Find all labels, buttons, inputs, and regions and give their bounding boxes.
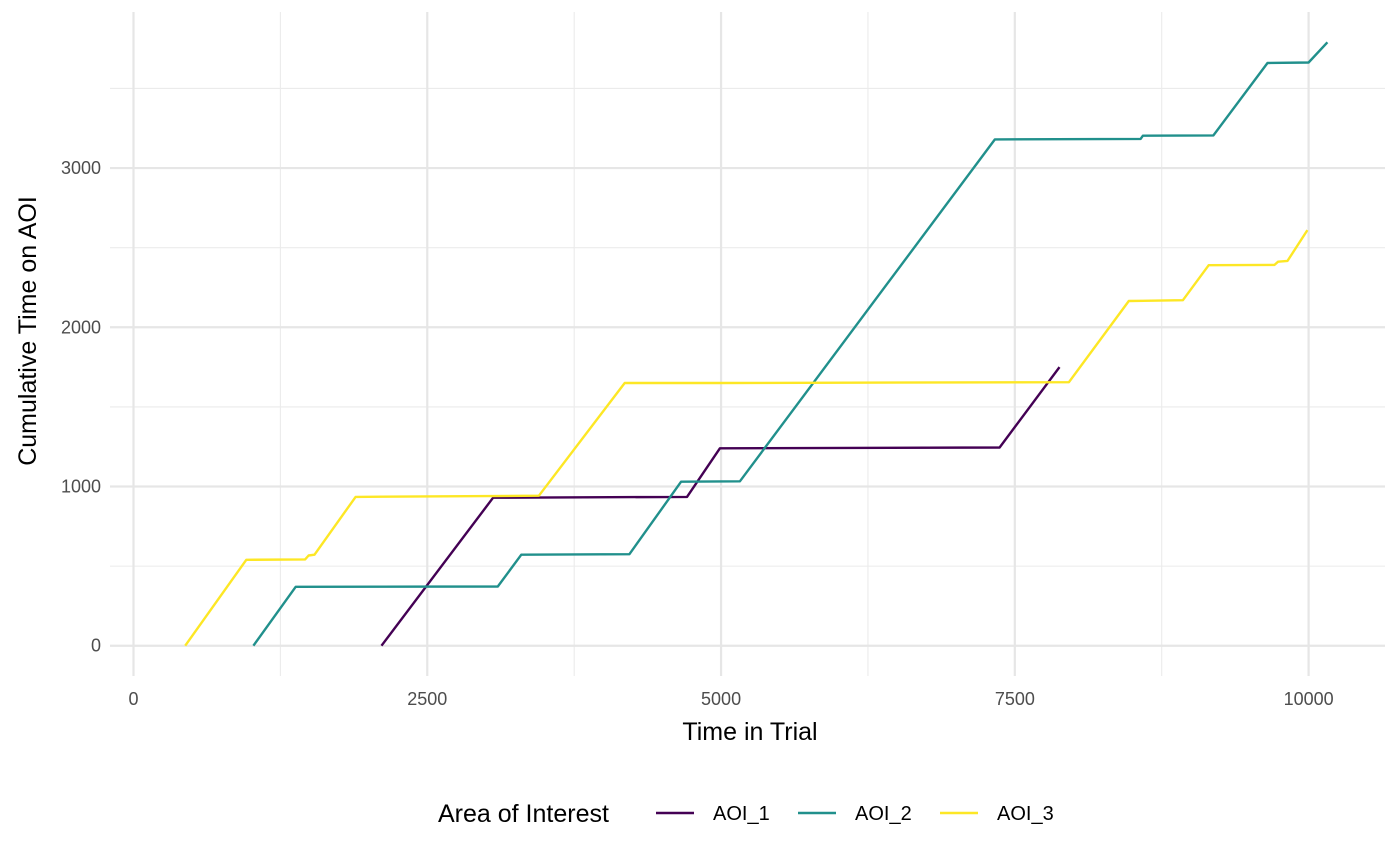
x-tick-label: 5000 xyxy=(701,689,741,709)
y-axis-title: Cumulative Time on AOI xyxy=(14,196,42,466)
x-tick-label: 10000 xyxy=(1284,689,1334,709)
legend-items: AOI_1 AOI_2 AOI_3 xyxy=(656,803,1054,825)
x-tick-label: 7500 xyxy=(995,689,1035,709)
y-tick-label: 0 xyxy=(91,636,101,656)
legend: Area of Interest AOI_1 AOI_2 AOI_3 xyxy=(438,800,1054,828)
x-axis-tick-labels: 0 2500 5000 7500 10000 xyxy=(128,689,1333,709)
legend-item-aoi_2: AOI_2 xyxy=(798,803,912,825)
series-line-aoi_1 xyxy=(380,366,1061,647)
series-line-aoi_2 xyxy=(252,41,1329,647)
series-line-aoi_3 xyxy=(184,229,1309,647)
x-tick-label: 2500 xyxy=(407,689,447,709)
y-tick-label: 3000 xyxy=(61,158,101,178)
legend-title: Area of Interest xyxy=(438,800,609,828)
major-gridlines xyxy=(110,12,1385,676)
legend-item-aoi_1: AOI_1 xyxy=(656,803,770,825)
legend-item-aoi_3: AOI_3 xyxy=(940,803,1054,825)
legend-label: AOI_3 xyxy=(997,803,1054,825)
minor-gridlines xyxy=(110,12,1385,676)
y-tick-label: 2000 xyxy=(61,317,101,337)
legend-label: AOI_2 xyxy=(855,803,912,825)
x-tick-label: 0 xyxy=(128,689,138,709)
y-axis-tick-labels: 0 1000 2000 3000 xyxy=(61,158,101,656)
x-axis-title: Time in Trial xyxy=(682,718,817,746)
legend-label: AOI_1 xyxy=(713,803,770,825)
series-lines xyxy=(184,41,1329,647)
y-tick-label: 1000 xyxy=(61,477,101,497)
